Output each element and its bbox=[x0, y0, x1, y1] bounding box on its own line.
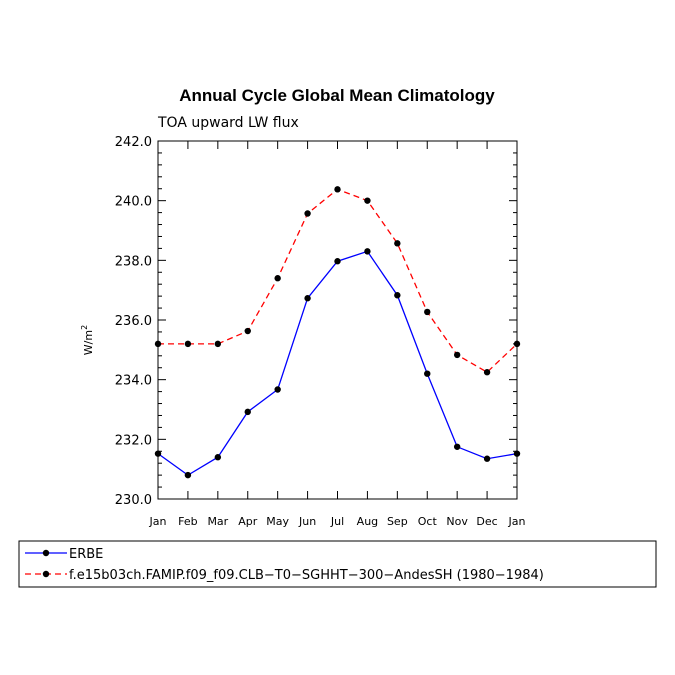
series-2-point bbox=[304, 210, 311, 217]
series-1-point bbox=[424, 370, 431, 377]
series-2-point bbox=[334, 186, 341, 193]
series-2-point bbox=[214, 340, 222, 348]
x-tick-label: Jan bbox=[149, 515, 167, 528]
x-tick-label: Sep bbox=[387, 515, 408, 528]
legend-label-1: ERBE bbox=[69, 547, 103, 562]
x-tick-label: May bbox=[266, 515, 289, 528]
series-1-point bbox=[483, 455, 491, 462]
y-tick-label: 242.0 bbox=[115, 135, 152, 150]
x-tick-label: Nov bbox=[446, 515, 468, 528]
series-1-point bbox=[453, 443, 461, 450]
legend-marker-2 bbox=[42, 570, 50, 578]
series-1-point bbox=[244, 408, 251, 416]
legend-marker-1 bbox=[42, 549, 50, 557]
series-2-point bbox=[424, 308, 431, 316]
series-line-1 bbox=[157, 250, 518, 476]
x-tick-label: Oct bbox=[418, 515, 438, 528]
chart-title: Annual Cycle Global Mean Climatology bbox=[179, 86, 495, 105]
series-2-point bbox=[184, 340, 192, 348]
series-2-point bbox=[483, 369, 491, 376]
y-axis-label-main: W/m bbox=[82, 330, 95, 355]
series-1-point bbox=[304, 295, 311, 302]
y-axis-label-sup: 2 bbox=[80, 325, 89, 330]
plot-frame bbox=[157, 140, 518, 500]
x-tick-label: Apr bbox=[238, 515, 258, 528]
y-tick-label: 236.0 bbox=[115, 314, 152, 329]
series-1-point bbox=[334, 258, 341, 265]
series-1-point bbox=[184, 471, 192, 479]
y-tick-label: 238.0 bbox=[115, 254, 152, 269]
legend-items: ERBE f.e15b03ch.FAMIP.f09_f09.CLB−T0−SGHH… bbox=[25, 547, 544, 583]
series-1-point bbox=[274, 386, 281, 393]
series-line-2 bbox=[158, 188, 518, 374]
x-tick-label: Jan bbox=[508, 515, 526, 528]
legend: ERBE f.e15b03ch.FAMIP.f09_f09.CLB−T0−SGHH… bbox=[18, 540, 657, 588]
chart-subtitle: TOA upward LW flux bbox=[157, 115, 299, 131]
series-2-point bbox=[274, 275, 281, 282]
y-tick-label: 240.0 bbox=[115, 195, 152, 210]
legend-label-2: f.e15b03ch.FAMIP.f09_f09.CLB−T0−SGHHT−30… bbox=[69, 568, 544, 583]
y-ticks: 230.0 232.0 234.0 236.0 238.0 240.0 242.0 bbox=[115, 135, 517, 508]
x-tick-label: Jun bbox=[298, 515, 316, 528]
y-tick-label: 232.0 bbox=[115, 433, 152, 448]
series-1-point bbox=[394, 292, 401, 299]
y-tick-label: 230.0 bbox=[115, 493, 152, 508]
legend-box bbox=[18, 540, 657, 588]
y-axis-label: W/m2 bbox=[80, 325, 95, 355]
series-1-point bbox=[364, 248, 371, 255]
x-tick-label: Feb bbox=[178, 515, 197, 528]
series-2-point bbox=[453, 351, 461, 359]
x-tick-label: Aug bbox=[357, 515, 378, 528]
plot-border bbox=[157, 140, 518, 500]
series-2-point bbox=[244, 327, 251, 335]
series-2-point bbox=[394, 240, 401, 247]
x-tick-label: Mar bbox=[207, 515, 228, 528]
y-tick-label: 234.0 bbox=[115, 374, 152, 389]
series-layer bbox=[154, 186, 521, 479]
x-tick-label: Jul bbox=[330, 515, 344, 528]
svg-text:W/m2: W/m2 bbox=[80, 325, 95, 355]
series-2-point bbox=[364, 197, 371, 204]
x-ticks: Jan Feb Mar Apr May Jun Jul Aug Sep Oct Nov Dec Jan bbox=[149, 141, 526, 528]
series-1-point bbox=[214, 454, 222, 461]
x-tick-label: Dec bbox=[476, 515, 497, 528]
